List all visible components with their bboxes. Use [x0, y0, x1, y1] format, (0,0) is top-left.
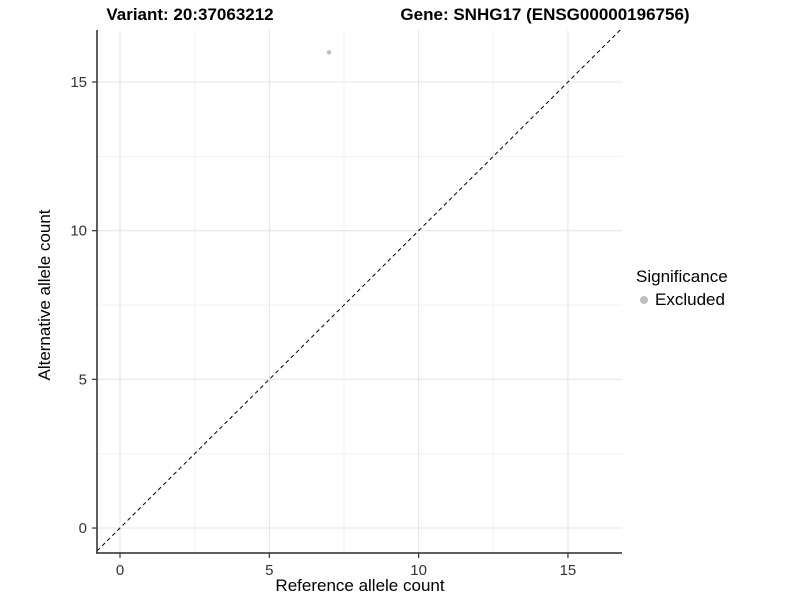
- y-tick-label: 5: [79, 371, 87, 388]
- legend-item-label: Excluded: [655, 290, 725, 309]
- x-tick-label: 15: [560, 562, 577, 579]
- legend-item-excluded: Excluded: [636, 290, 728, 310]
- legend-title: Significance: [636, 267, 728, 286]
- legend-point-icon: [640, 296, 648, 304]
- identity-line: [96, 29, 621, 552]
- y-axis-title: Alternative allele count: [35, 209, 54, 381]
- y-tick-label: 0: [79, 520, 87, 537]
- x-tick-label: 0: [116, 562, 124, 579]
- plot-title-variant: Variant: 20:37063212: [106, 5, 274, 24]
- plot-title-gene: Gene: SNHG17 (ENSG00000196756): [400, 5, 690, 24]
- y-tick-label: 15: [70, 74, 87, 91]
- legend: Significance Excluded: [636, 267, 728, 310]
- x-tick-label: 10: [410, 562, 427, 579]
- y-tick-label: 10: [70, 223, 87, 240]
- data-point: [326, 50, 332, 55]
- x-axis-title: Reference allele count: [275, 576, 445, 595]
- x-tick-label: 5: [265, 562, 273, 579]
